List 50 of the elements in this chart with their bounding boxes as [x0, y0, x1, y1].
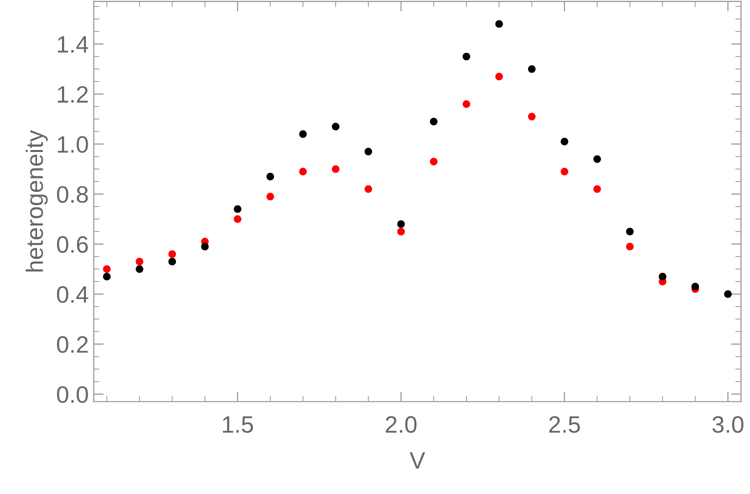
point — [168, 258, 176, 266]
point — [593, 185, 601, 193]
point — [266, 192, 274, 200]
point — [103, 265, 111, 273]
x-tick-label: 1.5 — [222, 416, 254, 433]
point — [299, 130, 307, 138]
point — [691, 282, 700, 290]
point — [626, 228, 634, 236]
point — [299, 168, 307, 176]
point — [332, 165, 340, 173]
y-tick-label: 0.4 — [56, 286, 88, 303]
point — [234, 205, 242, 213]
point — [626, 242, 634, 250]
point — [495, 72, 503, 80]
point — [397, 220, 405, 228]
point — [430, 118, 438, 126]
x-axis-title: V — [410, 452, 426, 469]
y-tick-label: 0.6 — [56, 236, 88, 253]
point — [528, 112, 536, 120]
point — [397, 228, 405, 236]
point — [462, 52, 470, 60]
point — [495, 20, 503, 28]
y-axis-title: heterogeneity — [26, 130, 48, 272]
y-tick-label: 1.4 — [58, 36, 88, 53]
point — [136, 258, 144, 266]
y-tick-label: 1.0 — [58, 136, 88, 153]
point — [658, 272, 666, 280]
point — [560, 138, 568, 146]
x-tick-label: 3.0 — [712, 416, 744, 433]
y-tick-label: 0.8 — [56, 186, 88, 203]
point — [103, 272, 111, 280]
point — [462, 100, 470, 108]
point — [593, 155, 601, 163]
point — [332, 122, 340, 130]
point — [136, 265, 144, 273]
point — [560, 168, 568, 176]
point — [234, 215, 242, 223]
point — [168, 250, 176, 258]
x-tick-label: 2.0 — [386, 416, 417, 433]
y-tick-label: 0.0 — [56, 386, 88, 403]
y-tick-label: 0.2 — [56, 336, 88, 353]
point — [201, 242, 209, 250]
point — [528, 65, 536, 73]
point — [364, 148, 372, 156]
point — [724, 290, 732, 298]
point — [430, 158, 438, 166]
point — [266, 172, 274, 180]
y-tick-label: 1.2 — [58, 86, 88, 103]
x-tick-label: 2.5 — [549, 416, 580, 433]
point — [364, 185, 372, 193]
